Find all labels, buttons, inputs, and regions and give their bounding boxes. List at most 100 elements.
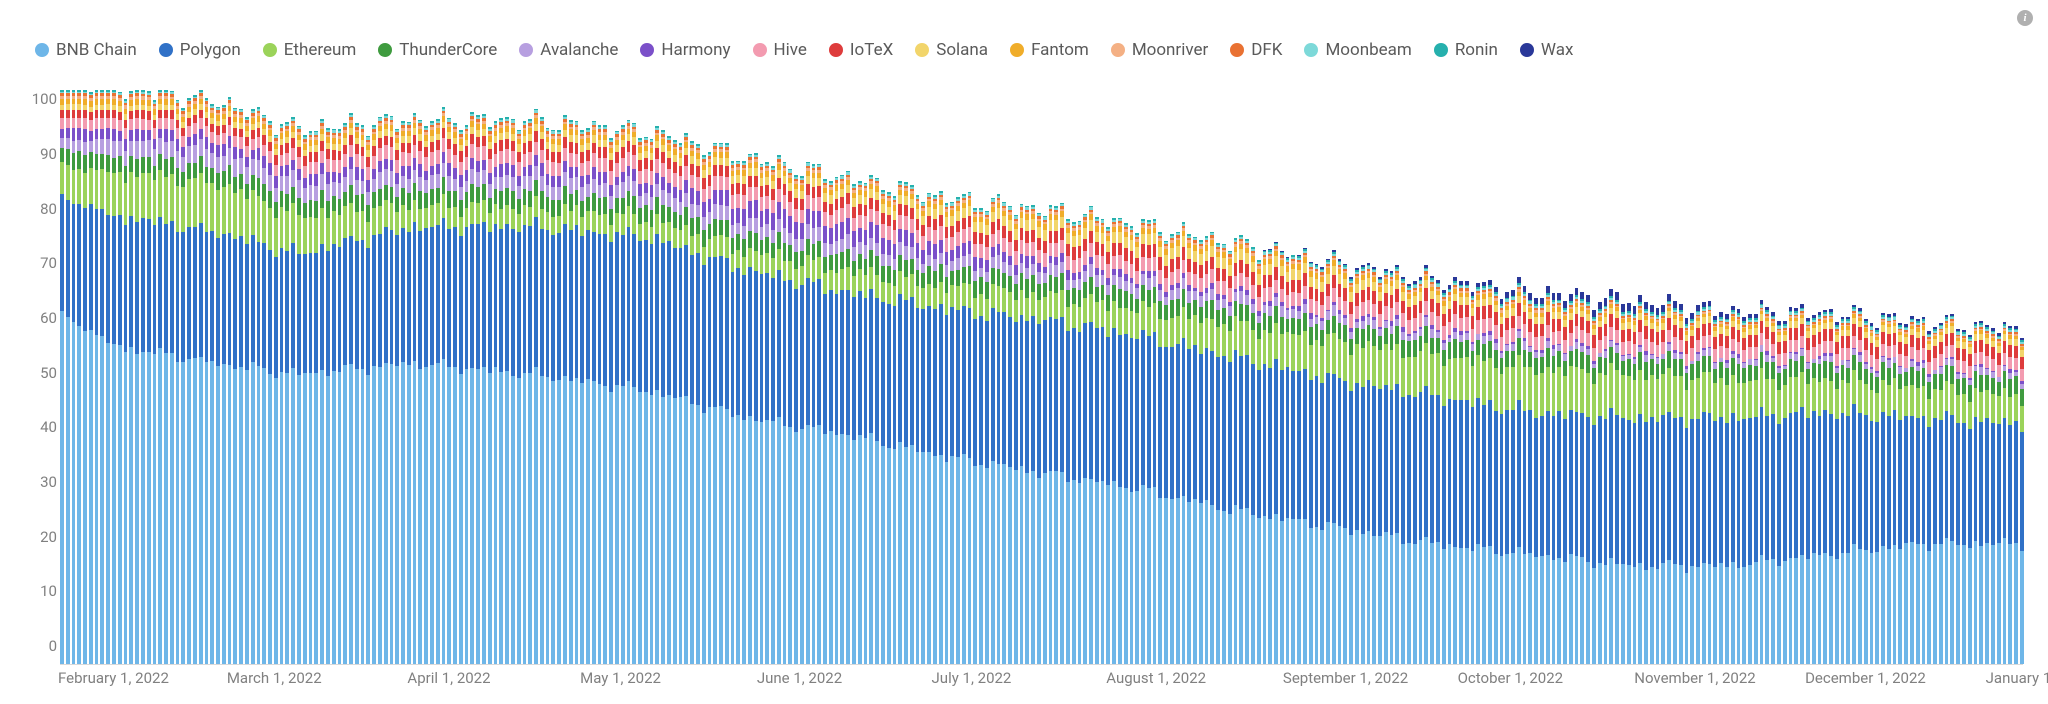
bar[interactable]	[1031, 90, 1035, 664]
bar[interactable]	[881, 90, 885, 664]
bar[interactable]	[771, 90, 775, 664]
bar[interactable]	[1633, 90, 1637, 664]
bar[interactable]	[1552, 90, 1556, 664]
bar[interactable]	[1696, 90, 1700, 664]
bar[interactable]	[864, 90, 868, 664]
bar[interactable]	[1216, 90, 1220, 664]
bar[interactable]	[1656, 90, 1660, 664]
bar[interactable]	[1442, 90, 1446, 664]
bar[interactable]	[1615, 90, 1619, 664]
bar[interactable]	[609, 90, 613, 664]
bar[interactable]	[1361, 90, 1365, 664]
legend-item-fantom[interactable]: Fantom	[1010, 40, 1089, 60]
bar[interactable]	[1812, 90, 1816, 664]
bar[interactable]	[869, 90, 873, 664]
bar[interactable]	[1332, 90, 1336, 664]
bar[interactable]	[950, 90, 954, 664]
legend-item-wax[interactable]: Wax	[1520, 40, 1574, 60]
bar[interactable]	[725, 90, 729, 664]
bar[interactable]	[1754, 90, 1758, 664]
bar[interactable]	[893, 90, 897, 664]
bar[interactable]	[1580, 90, 1584, 664]
bar[interactable]	[1500, 90, 1504, 664]
bar[interactable]	[268, 90, 272, 664]
legend-item-ethereum[interactable]: Ethereum	[263, 40, 357, 60]
bar[interactable]	[424, 90, 428, 664]
bar[interactable]	[1245, 90, 1249, 664]
bar[interactable]	[713, 90, 717, 664]
bar[interactable]	[1471, 90, 1475, 664]
bar[interactable]	[129, 90, 133, 664]
bar[interactable]	[1592, 90, 1596, 664]
bar[interactable]	[540, 90, 544, 664]
bar[interactable]	[1066, 90, 1070, 664]
bar[interactable]	[1234, 90, 1238, 664]
bar[interactable]	[465, 90, 469, 664]
bar[interactable]	[1488, 90, 1492, 664]
bar[interactable]	[1586, 90, 1590, 664]
bar[interactable]	[1557, 90, 1561, 664]
legend-item-solana[interactable]: Solana	[915, 40, 988, 60]
bar[interactable]	[77, 90, 81, 664]
bar[interactable]	[280, 90, 284, 664]
bar[interactable]	[638, 90, 642, 664]
legend-item-harmony[interactable]: Harmony	[640, 40, 730, 60]
bar[interactable]	[1170, 90, 1174, 664]
bar[interactable]	[933, 90, 937, 664]
bar[interactable]	[1205, 90, 1209, 664]
bar[interactable]	[1372, 90, 1376, 664]
bar[interactable]	[661, 90, 665, 664]
bar[interactable]	[1476, 90, 1480, 664]
bar[interactable]	[332, 90, 336, 664]
bar[interactable]	[1609, 90, 1613, 664]
legend-item-dfk[interactable]: DFK	[1230, 40, 1282, 60]
bar[interactable]	[378, 90, 382, 664]
bar[interactable]	[413, 90, 417, 664]
bar[interactable]	[1436, 90, 1440, 664]
bar[interactable]	[754, 90, 758, 664]
bar[interactable]	[476, 90, 480, 664]
bar[interactable]	[592, 90, 596, 664]
bar[interactable]	[1794, 90, 1798, 664]
bar[interactable]	[840, 90, 844, 664]
legend-item-moonbeam[interactable]: Moonbeam	[1304, 40, 1411, 60]
legend-item-iotex[interactable]: IoTeX	[829, 40, 893, 60]
bar[interactable]	[702, 90, 706, 664]
bar[interactable]	[297, 90, 301, 664]
bar[interactable]	[875, 90, 879, 664]
bar[interactable]	[216, 90, 220, 664]
bar[interactable]	[72, 90, 76, 664]
bar[interactable]	[187, 90, 191, 664]
bar[interactable]	[973, 90, 977, 664]
bar[interactable]	[1719, 90, 1723, 664]
bar[interactable]	[812, 90, 816, 664]
bar[interactable]	[1760, 90, 1764, 664]
bar[interactable]	[1135, 90, 1139, 664]
bar[interactable]	[1650, 90, 1654, 664]
bar[interactable]	[1274, 90, 1278, 664]
bar[interactable]	[262, 90, 266, 664]
bar[interactable]	[488, 90, 492, 664]
bar[interactable]	[1777, 90, 1781, 664]
bar[interactable]	[1049, 90, 1053, 664]
bar[interactable]	[1089, 90, 1093, 664]
bar[interactable]	[442, 90, 446, 664]
bar[interactable]	[898, 90, 902, 664]
bar[interactable]	[1725, 90, 1729, 664]
bar[interactable]	[684, 90, 688, 664]
bar[interactable]	[407, 90, 411, 664]
bar[interactable]	[644, 90, 648, 664]
bar[interactable]	[1465, 90, 1469, 664]
bar[interactable]	[1280, 90, 1284, 664]
bar[interactable]	[193, 90, 197, 664]
bar[interactable]	[1459, 90, 1463, 664]
bar[interactable]	[528, 90, 532, 664]
bar[interactable]	[927, 90, 931, 664]
bar[interactable]	[1141, 90, 1145, 664]
bar[interactable]	[1002, 90, 1006, 664]
bar[interactable]	[563, 90, 567, 664]
bar[interactable]	[60, 90, 64, 664]
bar[interactable]	[482, 90, 486, 664]
bar[interactable]	[366, 90, 370, 664]
bar[interactable]	[1309, 90, 1313, 664]
